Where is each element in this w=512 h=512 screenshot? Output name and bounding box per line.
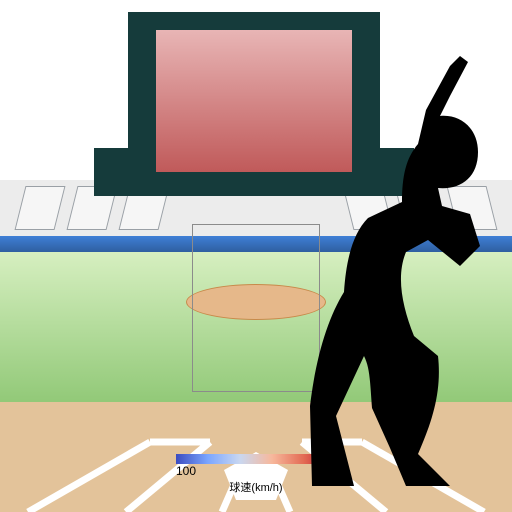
velocity-tick-min: 100	[176, 464, 196, 478]
strike-zone	[192, 224, 320, 392]
batter-silhouette	[310, 56, 510, 486]
